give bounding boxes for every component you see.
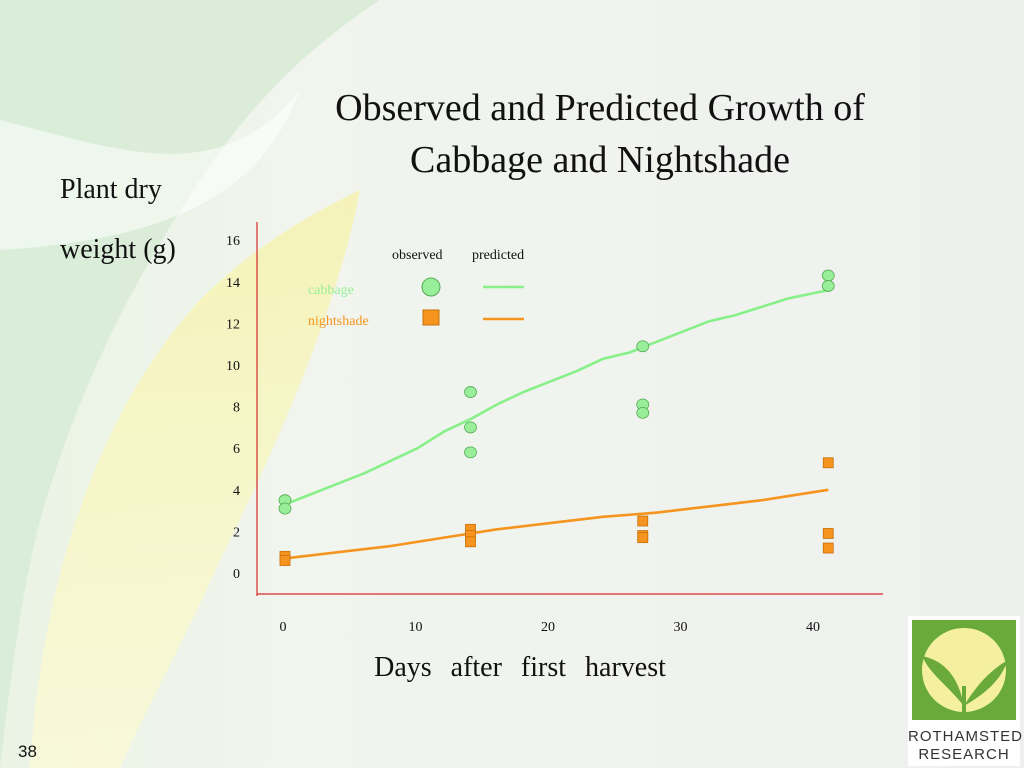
chart-ticks: 0 2 4 6 8 10 12 14 16 0 10 20 30 40 (226, 234, 820, 635)
predicted-lines (284, 288, 829, 560)
title-line-1: Observed and Predicted Growth of (335, 87, 865, 129)
rothamsted-logo (908, 616, 1020, 766)
y-tick-label: 4 (233, 484, 240, 499)
y-tick-label: 6 (233, 442, 240, 457)
cabbage-observed-point (636, 340, 650, 353)
cabbage-observed-point (464, 446, 477, 459)
nightshade-observed-point (822, 542, 834, 554)
x-tick-label: 0 (280, 620, 287, 635)
y-tick-label: 12 (226, 317, 240, 332)
legend-cabbage-marker (421, 277, 441, 297)
chart-legend: observed predicted cabbage nightshade (308, 248, 524, 329)
slide-number: 38 (18, 742, 37, 761)
y-axis-label-line-2: weight (g) (60, 234, 176, 265)
cabbage-observed-point (464, 386, 477, 398)
cabbage-observed-point (821, 269, 835, 282)
logo-left-leaf (922, 656, 964, 706)
nightshade-observed-point (465, 536, 476, 548)
legend-label-cabbage: cabbage (308, 283, 354, 298)
observed-points (278, 269, 835, 566)
logo-text-line-1: ROTHAMSTED (908, 728, 1023, 745)
chart-axes (256, 222, 883, 596)
x-axis-label: Days after first harvest (374, 652, 666, 683)
y-tick-label: 10 (226, 359, 240, 374)
x-tick-label: 30 (674, 620, 688, 635)
logo-right-leaf (964, 660, 1008, 706)
legend-header-predicted: predicted (472, 248, 524, 263)
y-tick-label: 0 (233, 567, 240, 582)
cabbage-observed-point (636, 406, 650, 419)
legend-header-observed: observed (392, 248, 443, 263)
nightshade-observed-point (637, 532, 649, 544)
y-tick-label: 2 (233, 525, 240, 540)
x-tick-label: 40 (806, 620, 820, 635)
x-tick-label: 10 (409, 620, 423, 635)
cabbage-predicted-line (284, 288, 829, 506)
x-tick-label: 20 (541, 620, 555, 635)
nightshade-observed-point (279, 555, 291, 566)
legend-label-nightshade: nightshade (308, 314, 369, 329)
y-tick-label: 8 (233, 401, 240, 416)
yellow-leaf-shape (30, 190, 360, 768)
nightshade-observed-point (822, 528, 834, 539)
nightshade-observed-point (637, 515, 649, 527)
nightshade-observed-point (822, 457, 834, 469)
legend-nightshade-marker (422, 309, 440, 326)
y-axis-label-line-1: Plant dry (60, 174, 162, 205)
logo-text-line-2: RESEARCH (918, 746, 1010, 763)
cabbage-observed-point (278, 502, 292, 515)
cabbage-observed-point (464, 421, 477, 434)
title-line-2: Cabbage and Nightshade (410, 139, 790, 181)
nightshade-predicted-line (284, 488, 829, 560)
white-swoosh-shape (0, 90, 300, 250)
cabbage-observed-point (821, 280, 835, 292)
slide-title: Observed and Predicted Growth of Cabbage… (180, 82, 1020, 186)
y-tick-label: 16 (226, 234, 240, 249)
y-tick-label: 14 (226, 276, 240, 291)
